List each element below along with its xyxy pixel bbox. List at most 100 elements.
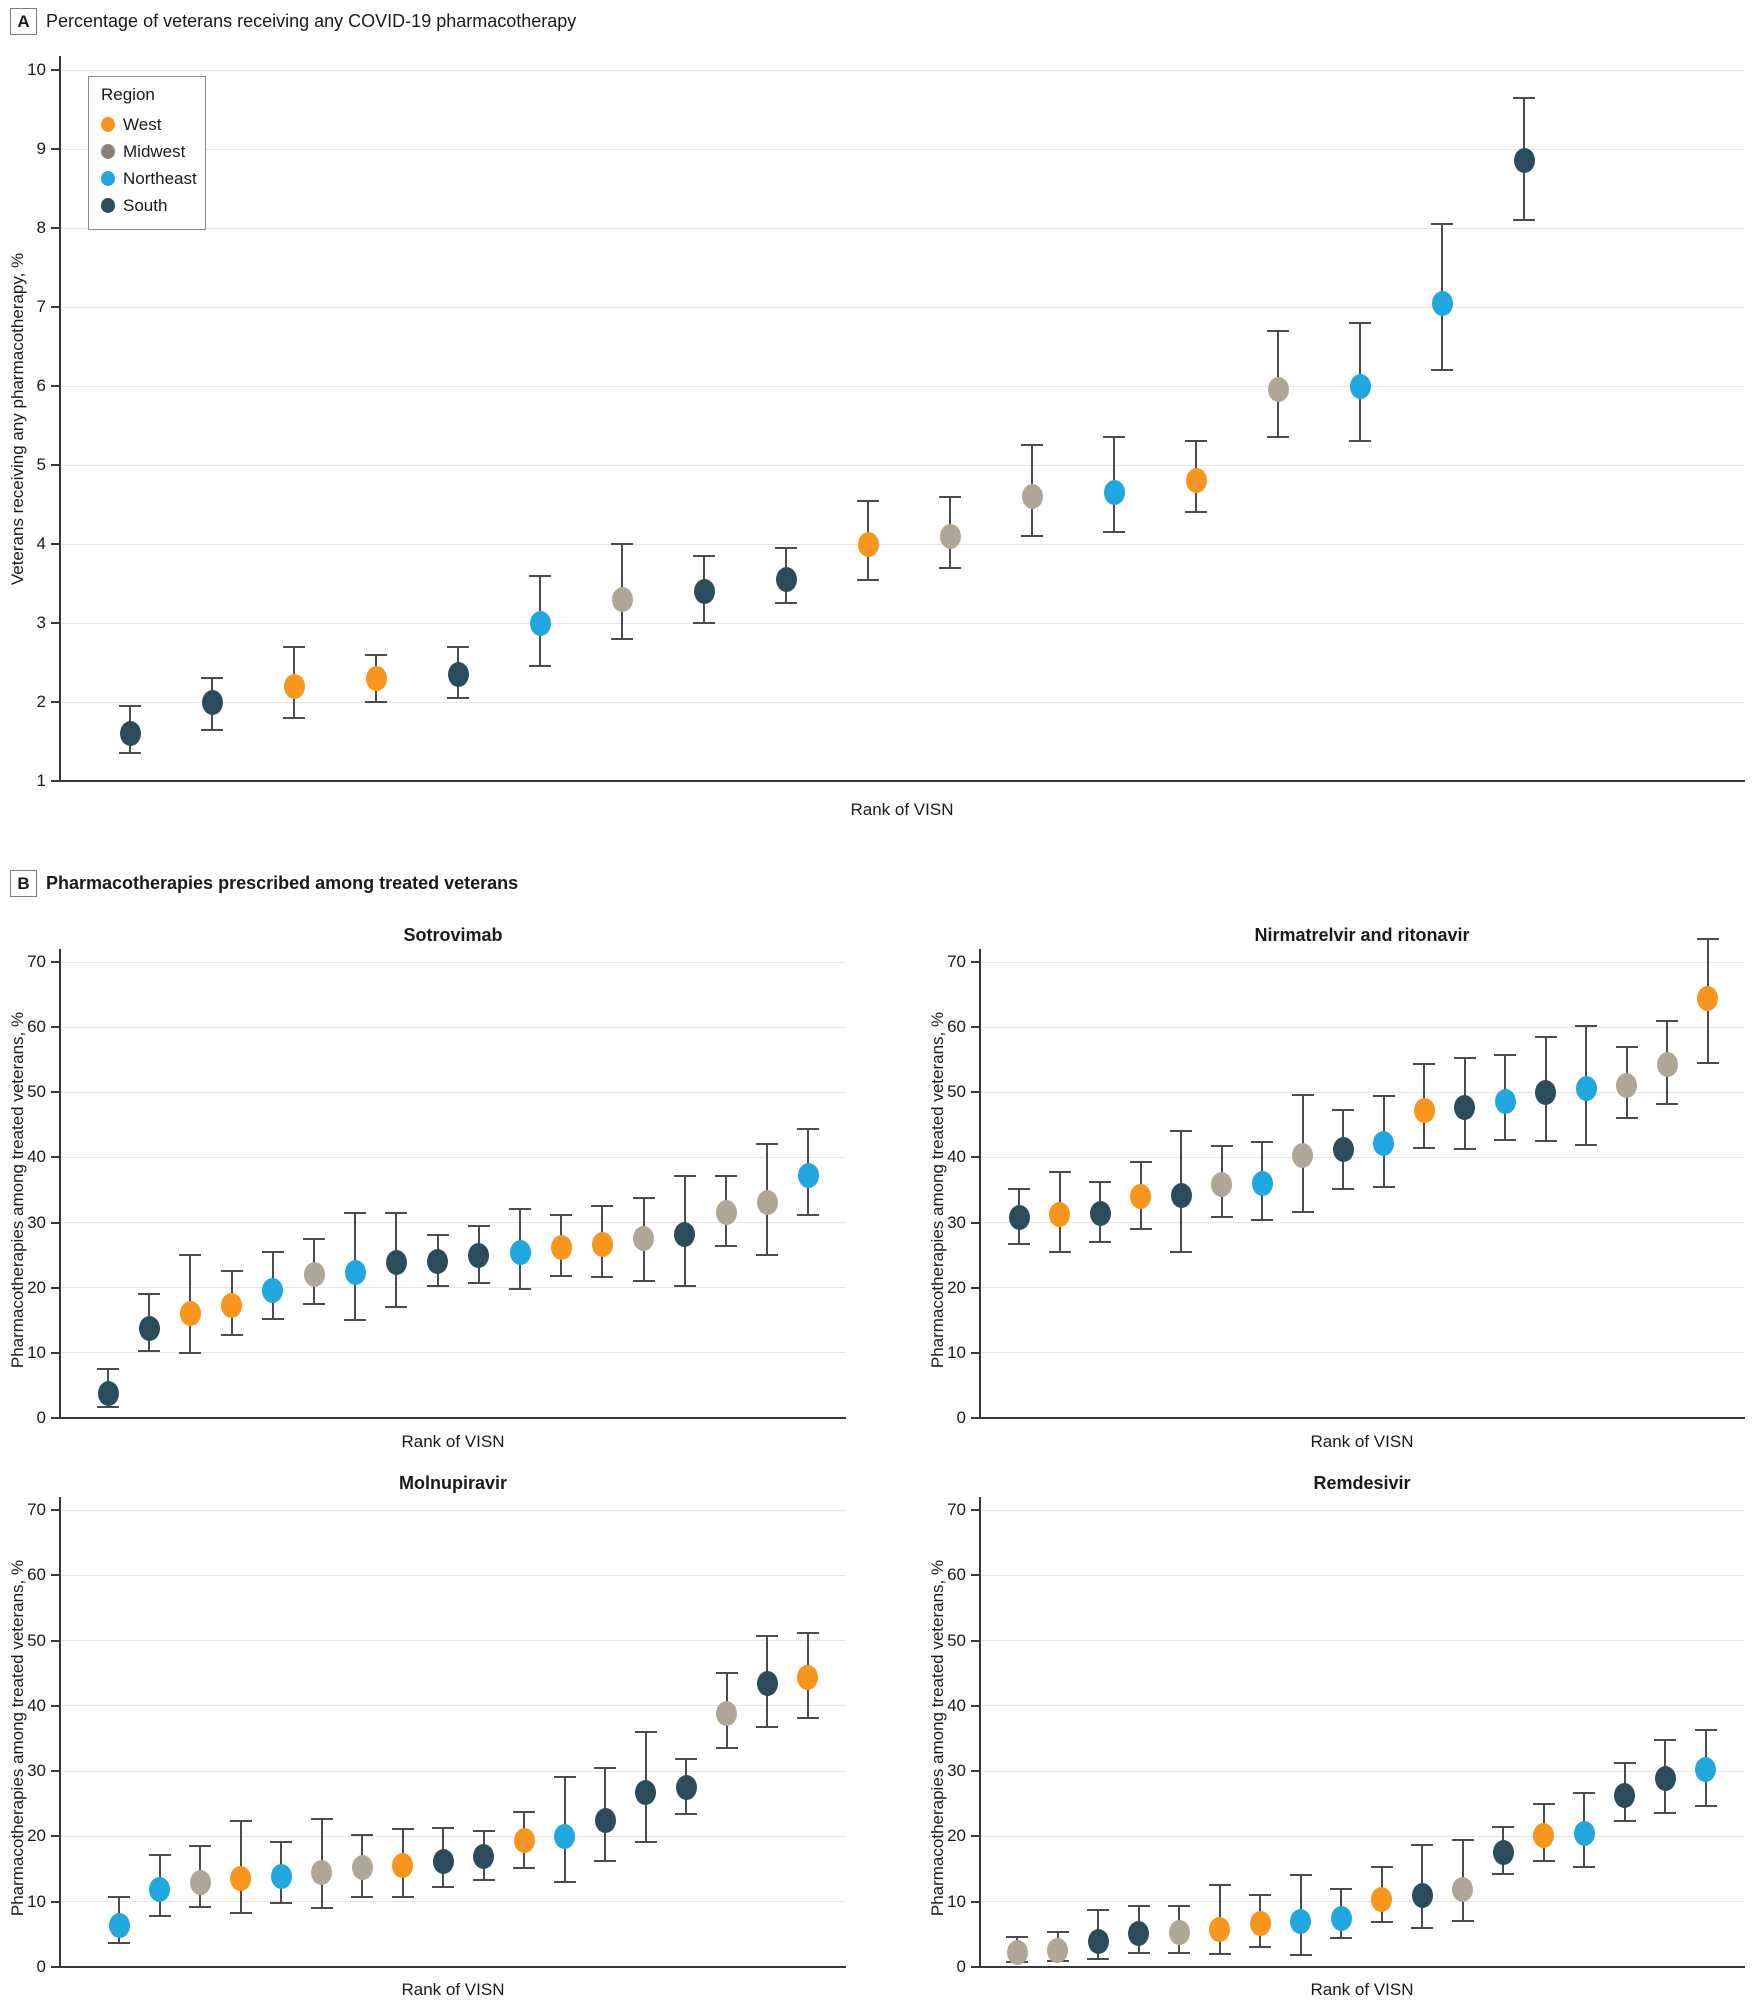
error-bar-cap-bottom — [1613, 1819, 1636, 1822]
x-axis-line — [979, 1966, 1745, 1968]
nirmatrelvir-x-axis-label: Rank of VISN — [1310, 1432, 1414, 1451]
chart-title-nirmatrelvir: Nirmatrelvir and ritonavir — [1254, 925, 1470, 945]
error-bar-cap-bottom — [1008, 1243, 1030, 1246]
error-bar-cap-top — [1451, 1839, 1474, 1842]
y-tick-label: 60 — [27, 1565, 46, 1585]
y-tick — [971, 961, 979, 963]
data-point-south-rank-14 — [1535, 1080, 1556, 1106]
data-point-midwest-rank-1 — [1006, 1940, 1028, 1966]
error-bar-cap-bottom — [1575, 1144, 1597, 1147]
y-tick — [51, 1509, 59, 1511]
error-bar-cap-bottom — [1267, 436, 1289, 439]
data-point-northeast-rank-13 — [1494, 1088, 1516, 1114]
y-axis-line — [59, 1497, 61, 1968]
data-point-northeast-rank-2 — [149, 1877, 170, 1903]
error-bar-cap-bottom — [594, 1859, 616, 1862]
error-bar-cap-bottom — [201, 728, 223, 731]
data-point-west-rank-4 — [365, 665, 387, 691]
y-tick-label: 70 — [27, 1500, 46, 1519]
y-tick-label: 70 — [947, 952, 966, 971]
error-bar-cap-top — [1613, 1761, 1636, 1764]
error-bar-cap-bottom — [1103, 531, 1125, 534]
error-bar-cap-bottom — [426, 1284, 449, 1287]
data-point-midwest-rank-6 — [303, 1262, 325, 1288]
data-point-midwest-rank-5 — [1168, 1919, 1190, 1945]
error-bar-cap-top — [1453, 1057, 1476, 1060]
data-point-midwest-rank-7 — [351, 1855, 373, 1881]
legend-item-label: Midwest — [123, 142, 186, 161]
error-bar-cap-bottom — [1451, 1920, 1474, 1923]
error-bar-cap-bottom — [1654, 1811, 1676, 1814]
y-tick-label: 10 — [27, 1342, 46, 1362]
data-point-northeast-rank-15 — [1575, 1075, 1597, 1101]
x-axis-line — [59, 1966, 846, 1968]
data-point-south-rank-15 — [675, 1774, 697, 1800]
y-gridline — [60, 306, 1745, 308]
data-point-midwest-rank-17 — [1656, 1052, 1678, 1078]
chart-title-molnupiravir: Molnupiravir — [398, 1473, 508, 1493]
error-bar-cap-top — [1129, 1160, 1152, 1163]
remdesivir-x-axis-label: Rank of VISN — [1310, 1980, 1414, 1999]
y-tick — [51, 1574, 59, 1577]
error-bar-cap-bottom — [553, 1881, 576, 1884]
data-point-south-rank-1 — [1008, 1204, 1030, 1230]
error-bar-cap-top — [1208, 1884, 1231, 1887]
y-gridline — [980, 1156, 1745, 1158]
error-bar-cap-top — [1087, 1909, 1109, 1912]
y-tick-label: 0 — [36, 1408, 46, 1427]
data-point-northeast-rank-8 — [1290, 1908, 1311, 1934]
error-bar-cap-bottom — [1615, 1116, 1638, 1119]
y-tick-label: 1 — [36, 771, 46, 790]
data-point-northeast-rank-11 — [509, 1240, 531, 1266]
y-tick — [51, 1417, 59, 1419]
y-tick — [51, 701, 59, 703]
y-tick-label: 60 — [947, 1017, 966, 1037]
error-bar-cap-bottom — [467, 1281, 490, 1284]
y-axis-line — [979, 949, 981, 1419]
error-bar-cap-bottom — [1513, 219, 1535, 222]
y-tick-label: 20 — [947, 1277, 966, 1297]
error-bar-cap-top — [1006, 1935, 1028, 1938]
error-bar-cap-bottom — [179, 1351, 202, 1354]
y-tick-label: 3 — [36, 613, 46, 632]
error-bar-cap-bottom — [1185, 511, 1207, 514]
y-tick-label: 5 — [36, 455, 46, 474]
error-bar-cap-top — [693, 554, 715, 557]
data-point-west-rank-6 — [1209, 1917, 1230, 1943]
y-tick — [51, 543, 59, 545]
y-tick-label: 9 — [36, 139, 46, 158]
y-tick-label: 10 — [27, 60, 46, 79]
y-gridline — [980, 1901, 1745, 1903]
error-bar-cap-bottom — [391, 1896, 414, 1899]
error-bar-cap-top — [303, 1237, 325, 1240]
legend-item-west: West — [101, 111, 195, 138]
data-point-midwest-rank-11 — [939, 523, 961, 549]
y-tick — [971, 1835, 979, 1838]
y-tick-label: 10 — [947, 1891, 966, 1911]
error-bar-cap-top — [1411, 1843, 1433, 1846]
error-bar-cap-bottom — [939, 566, 961, 569]
error-bar-cap-top — [1048, 1170, 1071, 1173]
y-tick — [51, 1286, 59, 1289]
error-bar-cap-top — [189, 1845, 211, 1848]
error-bar-cap-top — [857, 499, 879, 502]
error-bar-cap-bottom — [119, 752, 141, 755]
error-bar-cap-bottom — [673, 1285, 696, 1288]
y-gridline — [980, 961, 1745, 963]
data-point-south-rank-4 — [1128, 1921, 1149, 1947]
y-tick — [971, 1509, 979, 1511]
legend-item-south: South — [101, 192, 195, 219]
error-bar-cap-top — [97, 1368, 119, 1371]
error-bar-cap-bottom — [1129, 1228, 1152, 1231]
data-point-south-rank-2 — [201, 689, 223, 715]
error-bar-cap-bottom — [303, 1303, 325, 1305]
error-bar-cap-bottom — [1249, 1945, 1271, 1948]
error-bar-cap-bottom — [1168, 1951, 1190, 1954]
error-bar-cap-bottom — [1127, 1951, 1150, 1954]
error-bar-cap-top — [1251, 1140, 1273, 1143]
y-tick-label: 6 — [36, 376, 46, 395]
y-gridline — [60, 464, 1745, 466]
y-gridline — [60, 69, 1745, 71]
y-tick-label: 30 — [27, 1212, 46, 1232]
legend: Region West Midwest Northeast South — [88, 76, 206, 230]
